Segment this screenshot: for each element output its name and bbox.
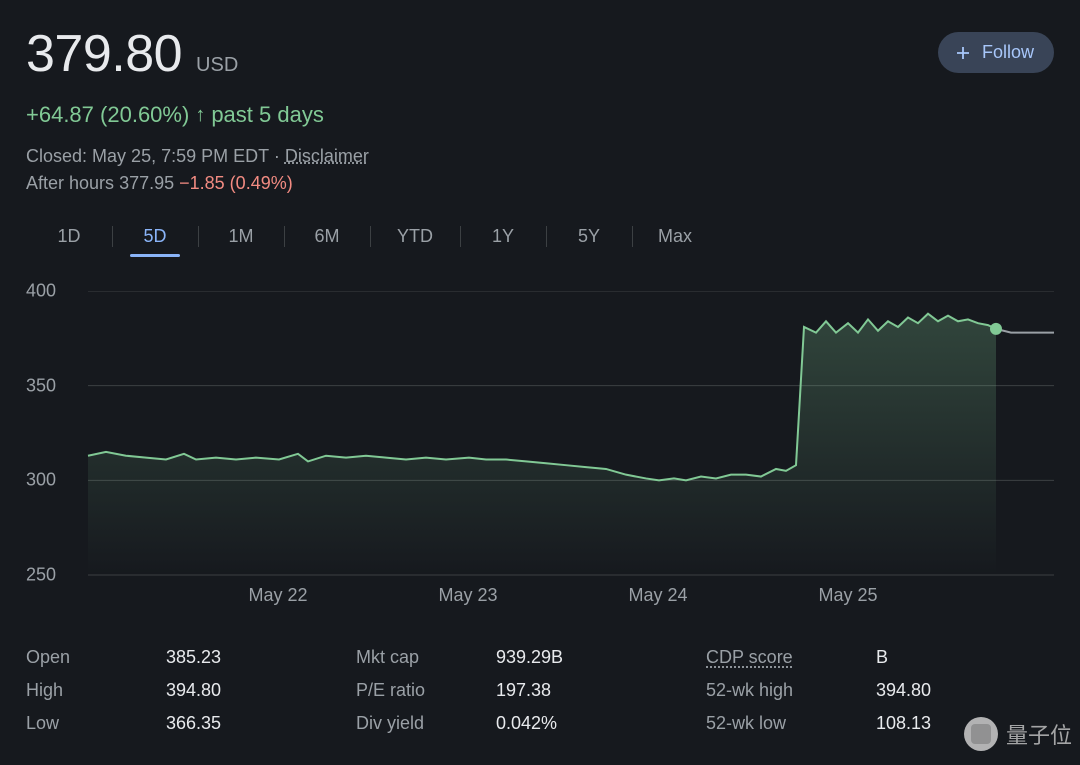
tab-1y[interactable]: 1Y (460, 216, 546, 257)
stat-value: 394.80 (876, 680, 996, 701)
stat-label: 52-wk high (706, 680, 876, 701)
tab-1m[interactable]: 1M (198, 216, 284, 257)
stats-table: Open385.23Mkt cap939.29BCDP scoreBHigh39… (26, 647, 1054, 734)
stat-value: 939.29B (496, 647, 706, 668)
x-axis-label: May 24 (628, 585, 687, 613)
price-chart[interactable]: 250300350400 May 22May 23May 24May 25 (26, 291, 1054, 609)
watermark: 量子位 (964, 717, 1072, 751)
x-axis-label: May 22 (248, 585, 307, 613)
wechat-icon (964, 717, 998, 751)
tab-max[interactable]: Max (632, 216, 718, 257)
stat-label: High (26, 680, 166, 701)
y-axis-label: 350 (26, 375, 56, 396)
stat-value: 366.35 (166, 713, 356, 734)
tab-6m[interactable]: 6M (284, 216, 370, 257)
stat-label: P/E ratio (356, 680, 496, 701)
y-axis-label: 400 (26, 281, 56, 302)
price-change: +64.87 (20.60%) (26, 102, 189, 128)
tab-1d[interactable]: 1D (26, 216, 112, 257)
stat-label: 52-wk low (706, 713, 876, 734)
after-hours-line: After hours 377.95 −1.85 (0.49%) (26, 173, 369, 194)
stat-label: Mkt cap (356, 647, 496, 668)
range-tabs: 1D5D1M6MYTD1Y5YMax (26, 216, 1054, 257)
stat-label: CDP score (706, 647, 876, 668)
stat-value: 385.23 (166, 647, 356, 668)
stat-value: 197.38 (496, 680, 706, 701)
currency-label: USD (196, 54, 238, 83)
tab-ytd[interactable]: YTD (370, 216, 460, 257)
change-period: past 5 days (211, 102, 324, 128)
price: 379.80 (26, 24, 182, 84)
follow-button[interactable]: Follow (938, 32, 1054, 73)
plus-icon (954, 44, 972, 62)
closed-line: Closed: May 25, 7:59 PM EDT · Disclaimer (26, 146, 369, 167)
stat-value: 394.80 (166, 680, 356, 701)
stat-value: B (876, 647, 996, 668)
stat-label: Open (26, 647, 166, 668)
y-axis-label: 300 (26, 470, 56, 491)
disclaimer-link[interactable]: Disclaimer (285, 146, 369, 166)
x-axis-label: May 25 (818, 585, 877, 613)
tab-5d[interactable]: 5D (112, 216, 198, 257)
x-axis-label: May 23 (438, 585, 497, 613)
stat-value: 0.042% (496, 713, 706, 734)
stat-label: Low (26, 713, 166, 734)
tab-5y[interactable]: 5Y (546, 216, 632, 257)
arrow-up-icon: ↑ (195, 104, 205, 127)
stat-label: Div yield (356, 713, 496, 734)
y-axis-label: 250 (26, 565, 56, 586)
